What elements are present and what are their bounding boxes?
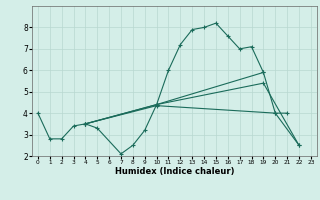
X-axis label: Humidex (Indice chaleur): Humidex (Indice chaleur) bbox=[115, 167, 234, 176]
